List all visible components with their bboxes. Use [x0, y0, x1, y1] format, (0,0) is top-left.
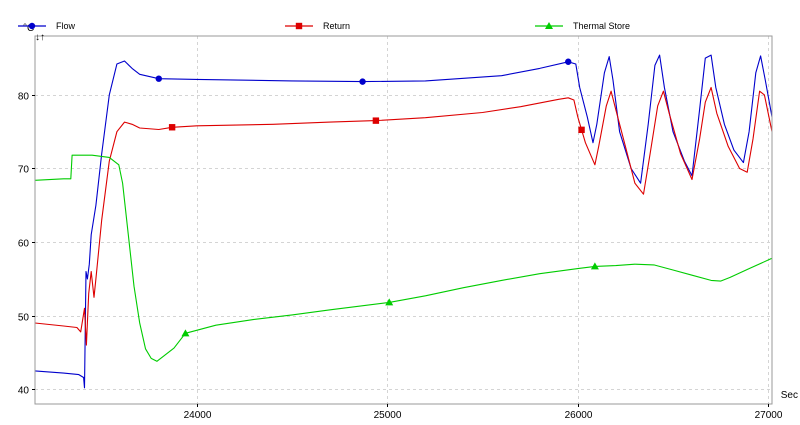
axes: 40 50 60 70 80 24000 25000 26000 27000 °C Sec ↓↑ — [18, 23, 798, 421]
legend: Flow Return Thermal Store — [18, 21, 630, 31]
legend-entry-thermal-store: Thermal Store — [535, 21, 630, 31]
x-tick-label: 25000 — [374, 410, 402, 421]
legend-marker-return — [295, 22, 303, 30]
data-point-return — [168, 124, 176, 131]
legend-marker-flow — [28, 22, 36, 30]
data-point-flow — [155, 75, 162, 82]
plot-border — [34, 35, 773, 405]
series-flow — [34, 54, 773, 389]
series-thermal-store — [34, 154, 773, 362]
x-tick-label: 27000 — [755, 410, 783, 421]
series-layer — [34, 54, 773, 389]
legend-label-thermal-store: Thermal Store — [573, 21, 630, 31]
series-line-return — [34, 86, 773, 346]
y-tick-label: 60 — [18, 239, 30, 250]
data-point-thermal-store — [181, 329, 190, 337]
data-point-flow — [359, 78, 366, 85]
y-tick-label: 50 — [18, 313, 30, 324]
y-tick-label: 70 — [18, 165, 30, 176]
legend-entry-flow: Flow — [18, 21, 76, 31]
data-point-return — [372, 117, 380, 124]
legend-entry-return: Return — [285, 21, 350, 31]
legend-label-flow: Flow — [56, 21, 76, 31]
series-line-flow — [34, 54, 773, 389]
x-axis-label: Sec — [781, 390, 798, 401]
series-return — [34, 86, 773, 346]
legend-label-return: Return — [323, 21, 350, 31]
x-tick-label: 26000 — [565, 410, 593, 421]
legend-marker-thermal-store — [545, 22, 553, 29]
data-point-thermal-store — [590, 262, 599, 270]
x-tick-label: 24000 — [184, 410, 212, 421]
y-axis-label: °C — [23, 23, 34, 34]
series-line-thermal-store — [34, 154, 773, 362]
data-point-flow — [565, 58, 572, 65]
y-tick-label: 40 — [18, 386, 30, 397]
axis-origin-arrows-icon: ↓↑ — [35, 32, 45, 43]
data-point-return — [578, 126, 585, 134]
y-tick-label: 80 — [18, 92, 30, 103]
grid-lines — [35, 36, 772, 404]
data-point-thermal-store — [385, 298, 394, 306]
